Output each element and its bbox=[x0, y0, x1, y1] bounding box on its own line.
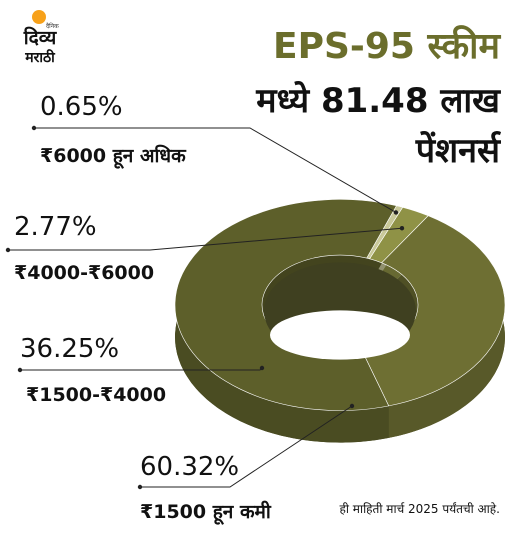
logo-line1: दिव्य bbox=[23, 27, 57, 49]
sun-icon bbox=[32, 10, 46, 24]
logo-tagline: दैनिक bbox=[46, 23, 59, 30]
leader-dot bbox=[399, 226, 405, 231]
leader-dot bbox=[393, 210, 399, 215]
leader-line bbox=[140, 405, 353, 488]
title-line2: मध्ये 81.48 लाख bbox=[256, 81, 500, 121]
slice-percent-label: 60.32% bbox=[140, 452, 240, 482]
slice-range-label: ₹1500-₹4000 bbox=[26, 384, 167, 406]
leader-dot bbox=[137, 484, 143, 490]
leader-dot bbox=[31, 125, 37, 131]
slice-top bbox=[362, 215, 506, 407]
slice-percent-label: 2.77% bbox=[14, 212, 97, 242]
leader-dot bbox=[5, 247, 11, 253]
leader-line bbox=[8, 227, 403, 251]
slice-percent-label: 0.65% bbox=[40, 92, 123, 122]
logo-line2: मराठी bbox=[25, 50, 55, 66]
brand-logo: दैनिक दिव्य मराठी bbox=[12, 10, 68, 68]
title-line1: EPS-95 स्कीम bbox=[273, 26, 500, 67]
slice-percent-label: 36.25% bbox=[20, 334, 120, 364]
slice-range-label: ₹1500 हून कमी bbox=[140, 501, 271, 523]
leader-dot bbox=[349, 403, 355, 409]
leader-line bbox=[34, 127, 397, 213]
slice-range-label: ₹4000-₹6000 bbox=[14, 262, 155, 284]
footnote: ही माहिती मार्च 2025 पर्यंतची आहे. bbox=[339, 502, 500, 516]
leader-dot bbox=[17, 367, 23, 373]
leader-dot bbox=[259, 365, 265, 371]
donut-hole bbox=[270, 310, 410, 360]
title-line3: पेंशनर्स bbox=[415, 131, 500, 171]
slice-range-label: ₹6000 हून अधिक bbox=[40, 145, 186, 167]
